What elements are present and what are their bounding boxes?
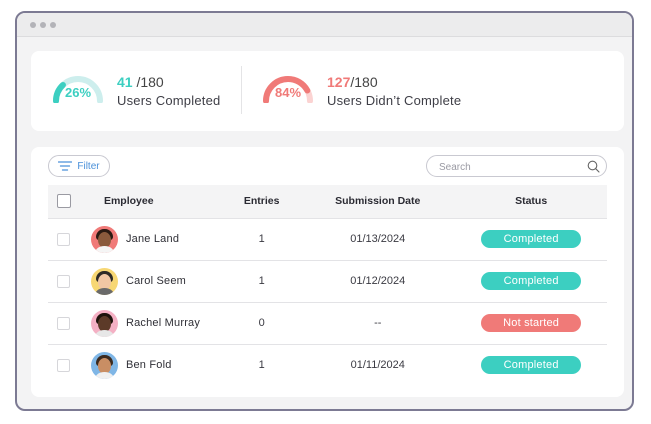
select-all-checkbox[interactable] <box>56 194 71 209</box>
entries-value: 1 <box>258 233 265 245</box>
submission-date: 01/12/2024 <box>350 275 406 287</box>
header-status[interactable]: Status <box>515 195 548 208</box>
avatar <box>90 267 118 295</box>
window-dot-icon <box>30 21 36 28</box>
entries-value: 0 <box>258 317 265 329</box>
employee-name: Rachel Murray <box>125 317 201 329</box>
filter-label: Filter <box>77 160 100 172</box>
row-checkbox[interactable] <box>57 358 71 372</box>
search-box[interactable] <box>426 155 607 177</box>
window-titlebar <box>17 13 632 37</box>
avatar <box>90 351 118 379</box>
status-badge: Not started <box>481 314 582 332</box>
progress-gauge <box>53 76 103 103</box>
entries-value: 1 <box>258 275 265 287</box>
window-dot-icon <box>40 21 46 28</box>
avatar <box>90 309 118 337</box>
count-total: 180 <box>140 74 164 90</box>
count-separator: / <box>350 74 355 90</box>
app-window: 26% 41 /180 Users Completed 84% 127/180 … <box>15 11 634 411</box>
table-row[interactable]: Rachel Murray 0 -- Not started <box>48 302 607 344</box>
stat-label: Users Completed <box>117 93 221 108</box>
count-value: 41 <box>117 74 133 90</box>
submission-date: -- <box>374 317 382 329</box>
employee-table-card: Filter Employee Entries Submission Date … <box>31 147 624 397</box>
progress-gauge <box>263 76 313 103</box>
search-icon[interactable] <box>587 160 600 173</box>
search-input[interactable] <box>437 158 581 176</box>
submission-date: 01/13/2024 <box>350 233 406 245</box>
table-row[interactable]: Carol Seem 1 01/12/2024 Completed <box>48 260 607 302</box>
employee-name: Jane Land <box>125 233 180 245</box>
header-submission-date[interactable]: Submission Date <box>335 195 421 208</box>
stats-card: 26% 41 /180 Users Completed 84% 127/180 … <box>31 51 624 131</box>
row-checkbox[interactable] <box>57 316 71 330</box>
submission-date: 01/11/2024 <box>350 359 405 372</box>
filter-button[interactable]: Filter <box>48 155 110 177</box>
status-badge: Completed <box>481 272 582 290</box>
avatar <box>90 225 118 253</box>
stats-divider <box>241 66 242 114</box>
employee-name: Carol Seem <box>125 275 187 287</box>
row-checkbox[interactable] <box>57 274 71 288</box>
entries-value: 1 <box>258 359 265 372</box>
filter-icon <box>58 161 73 171</box>
status-badge: Completed <box>481 356 582 375</box>
count-value: 127 <box>327 74 351 90</box>
status-badge: Completed <box>481 230 582 248</box>
header-employee[interactable]: Employee <box>103 195 154 208</box>
table-row[interactable]: Ben Fold 1 01/11/2024 Completed <box>48 344 607 386</box>
employee-name: Ben Fold <box>125 359 172 372</box>
employee-table: Employee Entries Submission Date Status … <box>48 185 607 386</box>
percent-label: 84% <box>274 85 302 100</box>
table-row[interactable]: Jane Land 1 01/13/2024 Completed <box>48 218 607 260</box>
window-dot-icon <box>50 21 56 28</box>
row-checkbox[interactable] <box>57 232 71 246</box>
header-entries[interactable]: Entries <box>243 195 280 208</box>
percent-label: 26% <box>64 85 92 100</box>
count-separator: / <box>132 74 141 90</box>
stat-label: Users Didn’t Complete <box>327 93 462 108</box>
count-total: 180 <box>354 74 378 90</box>
table-header-row: Employee Entries Submission Date Status <box>48 185 607 218</box>
